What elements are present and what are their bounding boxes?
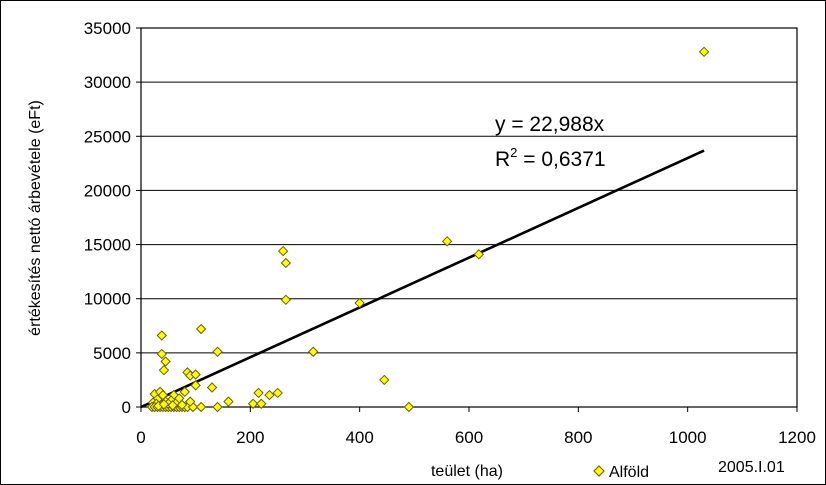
data-point bbox=[223, 396, 234, 407]
data-point bbox=[379, 374, 390, 386]
y-tick-labels: 0 5000 10000 15000 20000 25000 30000 35000 bbox=[84, 19, 131, 417]
data-point bbox=[195, 401, 207, 413]
data-point bbox=[179, 386, 190, 398]
y-tick-label: 10000 bbox=[84, 290, 131, 309]
data-point bbox=[354, 297, 365, 309]
data-point bbox=[441, 236, 453, 247]
data-point bbox=[160, 356, 171, 367]
data-point bbox=[167, 400, 178, 411]
legend-marker-diamond bbox=[593, 465, 605, 477]
x-tick-labels: 0 200 400 600 800 1000 1200 bbox=[136, 428, 816, 447]
legend: Alföld bbox=[593, 464, 649, 481]
x-tick-label: 600 bbox=[455, 428, 483, 447]
r-squared-prefix: R bbox=[495, 148, 510, 171]
x-tick-label: 200 bbox=[236, 428, 264, 447]
data-point bbox=[280, 294, 292, 306]
x-tick-label: 0 bbox=[136, 428, 145, 447]
r-squared-value: = 0,6371 bbox=[517, 148, 605, 171]
plot-area bbox=[140, 27, 798, 408]
gridlines bbox=[141, 81, 797, 354]
data-point bbox=[184, 396, 196, 407]
y-tick-label: 20000 bbox=[84, 181, 131, 200]
data-point bbox=[277, 245, 289, 257]
data-point bbox=[280, 257, 292, 269]
data-point bbox=[403, 401, 415, 413]
trendline-equation: y = 22,988x bbox=[495, 113, 605, 136]
data-point bbox=[190, 369, 201, 380]
data-point bbox=[176, 399, 188, 411]
data-point bbox=[212, 401, 223, 413]
trendline-segment bbox=[140, 149, 705, 409]
data-point bbox=[272, 387, 283, 399]
axes bbox=[136, 27, 798, 412]
plot-frame bbox=[140, 27, 798, 408]
x-tick-label: 1000 bbox=[669, 428, 707, 447]
y-tick-label: 25000 bbox=[84, 127, 131, 146]
legend-label-alfold: Alföld bbox=[609, 464, 649, 481]
x-tick-label: 400 bbox=[345, 428, 373, 447]
data-point bbox=[212, 346, 223, 357]
y-tick-label: 15000 bbox=[84, 236, 131, 255]
data-point bbox=[698, 46, 710, 58]
data-point bbox=[206, 382, 218, 393]
trendline bbox=[140, 149, 705, 409]
data-point bbox=[158, 364, 170, 376]
data-point bbox=[156, 348, 167, 360]
data-point bbox=[307, 346, 319, 357]
y-axis-title: értékesítés nettó árbevétele (eFt) bbox=[27, 100, 44, 336]
data-point bbox=[158, 399, 170, 410]
data-points bbox=[146, 46, 710, 413]
r-squared-superscript: 2 bbox=[510, 145, 517, 160]
y-tick-label: 30000 bbox=[84, 73, 131, 92]
y-tick-label: 35000 bbox=[84, 19, 131, 38]
data-point bbox=[264, 389, 275, 401]
data-point bbox=[190, 380, 201, 391]
data-point bbox=[253, 387, 264, 399]
date-annotation: 2005.I.01 bbox=[718, 459, 785, 476]
x-axis-title: teület (ha) bbox=[431, 463, 503, 480]
data-point bbox=[473, 249, 485, 260]
data-point bbox=[156, 330, 167, 341]
x-tick-label: 1200 bbox=[778, 428, 816, 447]
x-tick-label: 800 bbox=[564, 428, 592, 447]
y-tick-label: 0 bbox=[122, 398, 131, 417]
data-point bbox=[195, 323, 207, 335]
data-point bbox=[247, 398, 259, 409]
y-tick-label: 5000 bbox=[93, 344, 131, 363]
data-point bbox=[256, 398, 267, 409]
r-squared-label: R2 = 0,6371 bbox=[495, 145, 606, 171]
